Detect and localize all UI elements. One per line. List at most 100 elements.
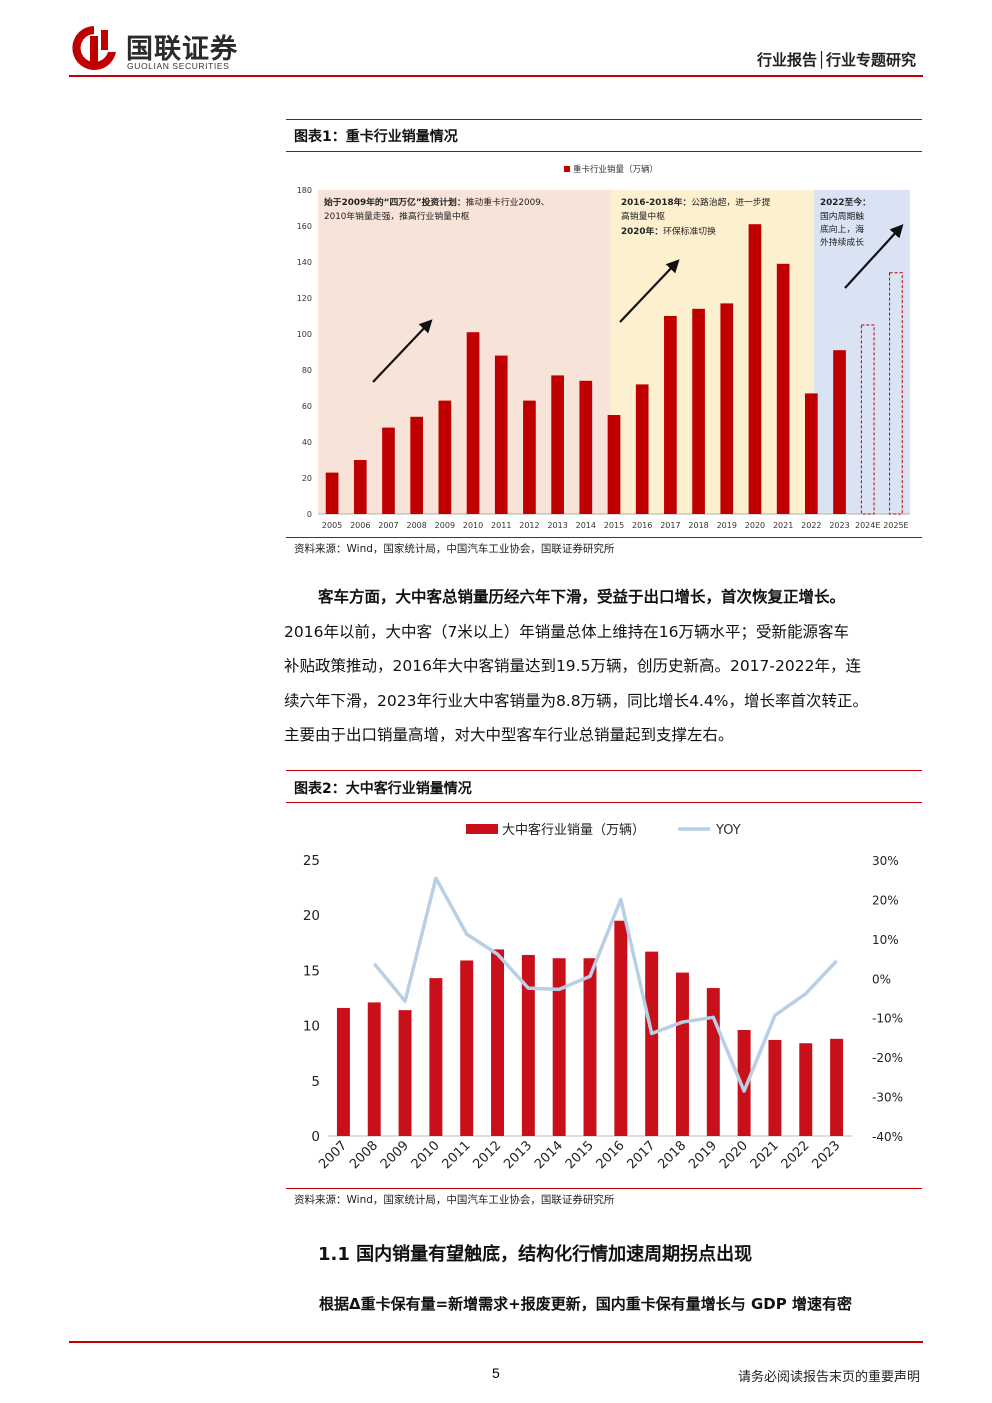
fig2-title-rule [286, 802, 922, 803]
y2-tick-label: 20% [872, 893, 899, 907]
bar [466, 332, 480, 514]
x-tick-label: 2025E [883, 521, 908, 530]
x-tick-label: 2010 [409, 1138, 443, 1172]
bar [664, 316, 677, 514]
trend-arrow-icon [372, 319, 433, 383]
ann3-bold: 2020年： [621, 225, 663, 237]
section-heading: 1.1 国内销量有望触底，结构化行情加速周期拐点出现 [318, 1244, 753, 1265]
bar [491, 949, 505, 1136]
fig1-source: 资料来源：Wind，国家统计局，中国汽车工业协会，国联证券研究所 [294, 543, 615, 555]
page-number: 5 [492, 1365, 500, 1381]
x-tick-label: 2012 [470, 1138, 504, 1172]
legend-bar-label: 大中客行业销量（万辆） [502, 822, 645, 838]
bar [614, 920, 628, 1136]
y-tick-label: 80 [302, 366, 312, 375]
x-tick-label: 2020 [745, 521, 765, 530]
body-paragraph: 客车方面，大中客总销量历经六年下滑，受益于出口增长，首次恢复正增长。 2016年… [284, 580, 924, 753]
y-tick-label: 0 [307, 510, 312, 519]
bar [438, 400, 452, 514]
bar [675, 972, 689, 1136]
logo-cn-text: 国联证券 [126, 34, 238, 65]
x-tick-label: 2015 [604, 521, 624, 530]
bar [353, 460, 367, 514]
x-tick-label: 2005 [322, 521, 342, 530]
x-tick-label: 2017 [660, 521, 680, 530]
bar [748, 224, 762, 514]
y2-tick-label: 30% [872, 854, 899, 868]
y2-tick-label: -40% [872, 1130, 903, 1144]
bar [523, 400, 536, 514]
y-tick-label: 60 [302, 402, 312, 411]
fig2-bottom-rule [286, 1188, 922, 1189]
ann1-bold: 始于2009年的“四万亿”投资计划： [324, 196, 466, 208]
trend-arrow-icon [844, 224, 904, 289]
x-tick-label: 2010 [463, 521, 483, 530]
svg-text:2016-2018年：公路治超，进一步提: 2016-2018年：公路治超，进一步提 [621, 196, 771, 208]
bar [799, 1043, 813, 1136]
bar-estimate [889, 272, 903, 515]
fig2-source: 资料来源：Wind，国家统计局，中国汽车工业协会，国联证券研究所 [294, 1194, 615, 1206]
y-tick-label: 160 [297, 222, 312, 231]
bar [552, 958, 566, 1136]
ann4-l3: 外持续成长 [820, 236, 864, 248]
x-tick-label: 2023 [809, 1138, 843, 1172]
ann2-bold: 2016-2018年： [621, 196, 691, 208]
y-tick-label: 5 [311, 1074, 320, 1090]
bar [460, 960, 474, 1136]
x-tick-label: 2023 [829, 521, 849, 530]
bus-sales-chart: 大中客行业销量（万辆） YOY 0 5 10 15 20 25 -40% -30% -20% -1… [303, 822, 903, 1172]
ann1-rest2: 2010年销量走强，推高行业销量中枢 [324, 210, 470, 222]
bar [830, 1038, 844, 1136]
bar [804, 393, 818, 514]
legend-line-label: YOY [715, 823, 741, 838]
x-tick-label: 2016 [594, 1138, 628, 1172]
y-tick-label: 140 [297, 258, 312, 267]
fig2-title: 图表2：大中客行业销量情况 [294, 781, 472, 797]
x-tick-label: 2014 [532, 1138, 566, 1172]
ann4-l1: 国内周期触 [820, 210, 864, 222]
yoy-line [372, 876, 838, 1093]
ann2-rest1: 公路治超，进一步提 [691, 196, 770, 208]
bar [367, 1002, 381, 1136]
x-tick-label: 2018 [688, 521, 708, 530]
x-tick-label: 2011 [491, 521, 511, 530]
logo-en-text: GUOLIAN SECURITIES [127, 61, 230, 71]
x-tick-label: 2008 [406, 521, 426, 530]
bar [579, 380, 593, 514]
y-tick-label: 25 [303, 853, 320, 869]
y2-tick-label: -20% [872, 1051, 903, 1065]
x-tick-label: 2011 [440, 1138, 474, 1172]
ann1-rest1: 推动重卡行业2009、 [466, 196, 550, 208]
x-tick-label: 2022 [779, 1138, 813, 1172]
bar [429, 978, 443, 1136]
ann4-bold: 2022至今： [820, 196, 871, 208]
x-tick-label: 2006 [350, 521, 370, 530]
y2-tick-label: 10% [872, 933, 899, 947]
x-tick-label: 2007 [378, 521, 398, 530]
heavy-truck-sales-chart: 0 20 40 60 80 100 120 140 160 180 2005 2006 2007 2008… [297, 164, 910, 530]
para-line: 续六年下滑，2023年行业大中客销量为8.8万辆，同比增长4.4%，增长率首次转… [284, 691, 868, 710]
bar [706, 988, 720, 1136]
bar [382, 427, 395, 514]
x-tick-label: 2024E [855, 521, 880, 530]
x-tick-label: 2013 [547, 521, 567, 530]
bar [551, 375, 564, 514]
ann4-l2: 底向上，海 [820, 223, 864, 235]
x-tick-label: 2021 [773, 521, 793, 530]
y2-tick-label: 0% [872, 972, 891, 986]
y-tick-label: 20 [302, 474, 312, 483]
x-tick-label: 2012 [519, 521, 539, 530]
bar [768, 1039, 782, 1136]
y-tick-label: 20 [303, 908, 320, 924]
ann2-rest2: 高销量中枢 [621, 210, 665, 222]
y-tick-label: 10 [303, 1019, 320, 1035]
bar [692, 308, 705, 514]
y-tick-label: 40 [302, 438, 312, 447]
y-tick-label: 15 [303, 963, 320, 979]
bar [398, 1010, 412, 1136]
bar [336, 1007, 350, 1136]
svg-text:2020年：环保标准切换: 2020年：环保标准切换 [621, 225, 716, 237]
x-tick-label: 2007 [316, 1138, 350, 1172]
fig1-title-rule [286, 151, 922, 152]
section-bold-line: 根据Δ重卡保有量=新增需求+报废更新，国内重卡保有量增长与 GDP 增速有密 [319, 1295, 852, 1313]
